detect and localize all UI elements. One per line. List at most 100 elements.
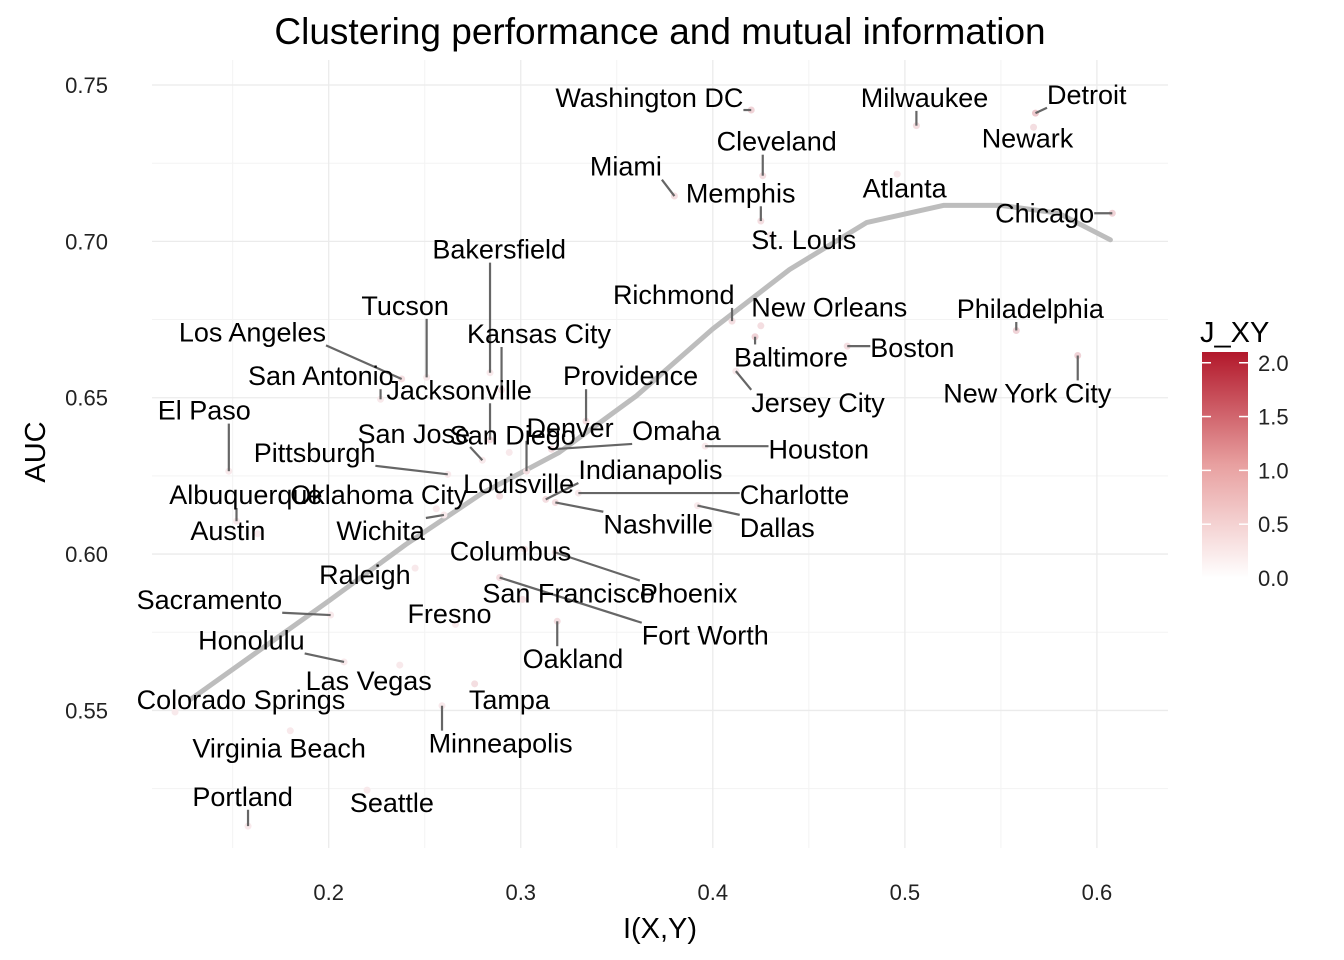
leader-line (551, 442, 633, 451)
leader-line (1035, 106, 1048, 115)
leader-line (555, 501, 604, 513)
point-label: San Francisco (482, 579, 655, 609)
point-label: Cleveland (717, 127, 837, 157)
point-label: Raleigh (319, 560, 411, 590)
legend-colorbar (1202, 352, 1248, 578)
legend-tick-label: 1.0 (1258, 458, 1289, 483)
point-label: Charlotte (740, 480, 850, 510)
data-point (757, 322, 765, 330)
legend-title: J_XY (1200, 317, 1269, 349)
point-label: Nashville (603, 510, 713, 540)
point-label: St. Louis (751, 225, 856, 255)
leader-line (282, 611, 331, 617)
point-label: Omaha (632, 416, 722, 446)
data-point (766, 231, 774, 239)
leader-line (661, 179, 676, 197)
point-label: Minneapolis (429, 729, 573, 759)
data-point (496, 492, 504, 500)
y-tick-label: 0.75 (65, 73, 108, 98)
y-axis-title: AUC (20, 421, 52, 482)
point-label: Austin (190, 516, 265, 546)
point-label: Tampa (469, 685, 551, 715)
point-label: Virginia Beach (192, 733, 366, 763)
data-point (432, 505, 440, 513)
leader-line (554, 551, 641, 582)
point-label: Albuquerque (169, 480, 322, 510)
point-label: Colorado Springs (137, 685, 346, 715)
point-label: Fort Worth (642, 621, 769, 651)
point-label: Baltimore (734, 342, 848, 372)
data-point (521, 545, 529, 553)
data-point (1030, 123, 1038, 131)
smooth-layer (187, 202, 1113, 702)
data-point (363, 786, 371, 794)
legend: J_XY 0.0 0.5 1.0 1.5 2.0 (1200, 317, 1289, 591)
point-label: Detroit (1047, 80, 1127, 110)
point-label: Indianapolis (578, 455, 722, 485)
point-label: Louisville (463, 469, 574, 499)
point-label: Houston (769, 435, 870, 465)
point-label: Pittsburgh (254, 438, 376, 468)
y-tick-label: 0.65 (65, 386, 108, 411)
point-label: Philadelphia (957, 294, 1105, 324)
point-label: Newark (982, 124, 1074, 154)
point-label: Los Angeles (179, 317, 326, 347)
data-point (411, 564, 419, 572)
data-point (471, 680, 479, 688)
data-point (893, 170, 901, 178)
leader-line (425, 513, 445, 520)
x-axis: 0.2 0.3 0.4 0.5 0.6 (313, 880, 1112, 905)
point-label: San Jose (358, 419, 471, 449)
point-label: Providence (563, 361, 698, 391)
point-label: Tucson (361, 291, 449, 321)
leaders-layer (227, 106, 1113, 827)
point-label: Chicago (995, 199, 1094, 229)
point-label: Sacramento (137, 585, 283, 615)
point-label: Fresno (407, 599, 491, 629)
point-label: Phoenix (640, 579, 738, 609)
point-label: Columbus (450, 536, 572, 566)
data-point (286, 727, 294, 735)
x-axis-title: I(X,Y) (623, 913, 697, 945)
leader-line (325, 344, 403, 380)
leader-line (697, 504, 740, 516)
point-label: San Antonio (248, 361, 394, 391)
leader-line (735, 370, 753, 391)
point-label: Miami (590, 152, 662, 182)
point-label: Oakland (523, 644, 624, 674)
legend-tick-label: 1.5 (1258, 405, 1289, 430)
point-label: San Diego (450, 421, 576, 451)
leader-line (375, 464, 448, 476)
x-tick-label: 0.6 (1082, 880, 1113, 905)
smooth-line (187, 202, 1113, 702)
point-label: Honolulu (198, 625, 305, 655)
y-axis: 0.55 0.60 0.65 0.70 0.75 (65, 73, 108, 723)
leader-line (469, 446, 484, 462)
legend-tick-label: 0.5 (1258, 512, 1289, 537)
point-label: Kansas City (467, 319, 612, 349)
point-label: Las Vegas (306, 666, 432, 696)
point-label: Seattle (350, 788, 434, 818)
data-point (171, 708, 179, 716)
leader-line (499, 576, 643, 624)
point-label: New York City (943, 378, 1112, 408)
point-label: New Orleans (751, 292, 907, 322)
point-label: Wichita (336, 516, 425, 546)
point-label: Atlanta (863, 174, 948, 204)
point-label: Washington DC (555, 83, 743, 113)
point-label: Milwaukee (861, 83, 989, 113)
legend-tick-label: 0.0 (1258, 566, 1289, 591)
x-tick-label: 0.4 (698, 880, 729, 905)
labels-layer: Washington DC Milwaukee Detroit Newark Cleve… (137, 80, 1127, 818)
data-point (519, 595, 527, 603)
grid (152, 60, 1168, 848)
point-label: El Paso (158, 396, 251, 426)
point-label: Dallas (740, 513, 815, 543)
point-label: Oklahoma City (290, 480, 468, 510)
x-tick-label: 0.5 (890, 880, 921, 905)
y-tick-label: 0.55 (65, 698, 108, 723)
point-label: Memphis (686, 178, 796, 208)
x-tick-label: 0.3 (505, 880, 536, 905)
data-point (396, 661, 404, 669)
